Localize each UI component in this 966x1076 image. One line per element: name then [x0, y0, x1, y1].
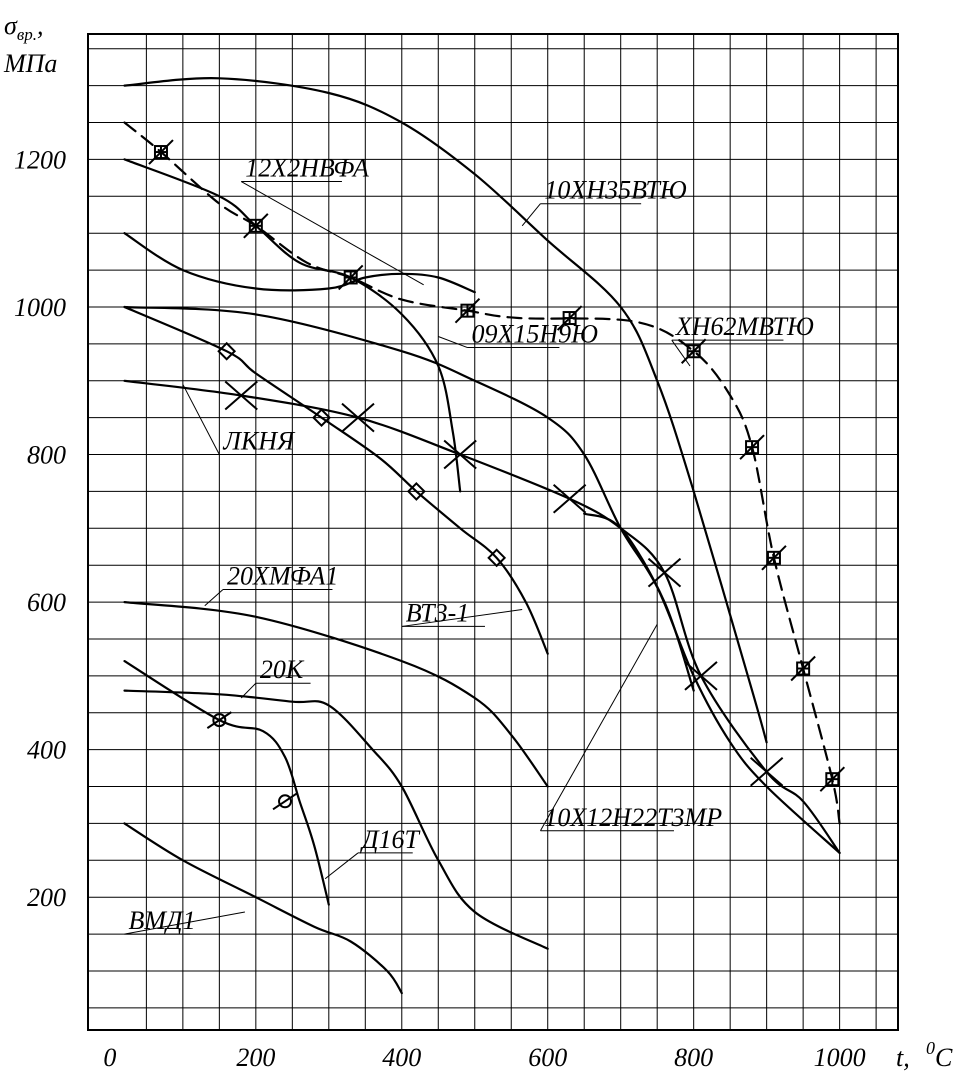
marker-circle-cross: [206, 711, 232, 729]
annotation-label: 10ХН35ВТЮ: [544, 176, 687, 205]
y-tick-label: 1000: [14, 293, 66, 322]
marker-diamond: [217, 341, 237, 361]
marker-square-cross: [556, 305, 583, 331]
annotation-pointer: [124, 911, 245, 935]
curves: [123, 77, 841, 995]
grid: [87, 33, 899, 1031]
annotation-label: 12Х2НВФА: [245, 154, 369, 183]
marker-square-cross: [819, 766, 846, 792]
y-tick-label: 200: [27, 883, 66, 912]
marker-square-cross: [148, 139, 174, 165]
marker-star: [749, 757, 784, 787]
y-tick-label: 1200: [14, 145, 66, 174]
y-tick-label: 400: [27, 736, 66, 765]
plot-frame: [87, 33, 899, 1031]
annotation-pointer: [539, 623, 658, 832]
marker-square-cross: [454, 297, 481, 324]
x-tick-label: 800: [674, 1043, 713, 1072]
marker-star: [552, 484, 587, 514]
x-axis-unit: 0С: [926, 1038, 953, 1072]
series-вмд1: [123, 822, 403, 995]
annotation-label: ВМД1: [128, 906, 195, 935]
annotation-pointer: [240, 181, 424, 286]
y-tick-label: 800: [27, 441, 66, 470]
y-axis-label: σвр.,: [4, 11, 43, 44]
annotations: 12Х2НВФА 10ХН35ВТЮ 09Х15Н9Ю ХН62МВТЮ ЛКНЯ 20Х…: [128, 154, 813, 936]
annotation-label: 20ХМФА1: [227, 562, 338, 591]
series-10хн35втю: [123, 77, 768, 744]
x-tick-label: 400: [382, 1043, 421, 1072]
annotation-label: ВТ3-1: [406, 598, 470, 627]
annotation-pointer: [521, 203, 541, 227]
x-tick-label: 600: [528, 1043, 567, 1072]
y-tick-label: 600: [27, 588, 66, 617]
annotation-pointer: [401, 608, 523, 627]
series-20к: [123, 689, 549, 950]
series-хн62мвтю: [123, 121, 841, 825]
markers: [148, 139, 846, 811]
marker-square-cross: [337, 264, 364, 291]
marker-diamond: [312, 408, 331, 428]
marker-square-cross: [790, 655, 816, 682]
annotation-pointer: [438, 336, 468, 349]
x-tick-label: 200: [236, 1043, 275, 1072]
tick-labels: 0 200 400 600 800 1000 200 400 600 800 1000 1200: [14, 145, 866, 1072]
annotation-label: Д16Т: [359, 825, 421, 854]
marker-star: [647, 557, 682, 588]
series-вт3-1: [123, 305, 549, 655]
series-09х15н9ю: [123, 305, 841, 854]
annotation-label: 09Х15Н9Ю: [471, 320, 598, 349]
x-tick-label: 0: [103, 1043, 116, 1072]
annotation-label: ЛКНЯ: [222, 427, 296, 456]
marker-star: [341, 402, 375, 433]
series-10х12н22т3мр: [583, 512, 695, 692]
marker-star: [224, 380, 258, 411]
annotation-pointer: [324, 852, 359, 880]
annotation-pointer: [204, 589, 224, 607]
annotation-pointer: [182, 384, 220, 455]
marker-circle-cross: [272, 792, 298, 811]
marker-star: [443, 439, 477, 470]
annotation-pointer: [671, 339, 691, 367]
marker-star: [684, 661, 718, 691]
marker-square-cross: [739, 434, 765, 460]
annotation-leaders: [124, 181, 784, 935]
x-axis-label: t,: [896, 1043, 910, 1072]
series-20хмфа1: [123, 601, 549, 788]
marker-diamond: [406, 482, 426, 501]
marker-square-cross: [243, 213, 269, 239]
marker-diamond: [487, 548, 507, 568]
y-axis-unit: МПа: [3, 49, 57, 78]
annotation-label: 20К: [260, 655, 305, 684]
marker-square-cross: [761, 545, 787, 571]
annotation-pointer: [240, 682, 257, 699]
annotation-label: 10Х12Н22Т3МР: [544, 803, 722, 832]
x-tick-label: 1000: [814, 1043, 866, 1072]
series-д16т: [123, 660, 330, 906]
annotation-label: ХН62МВТЮ: [675, 312, 814, 341]
